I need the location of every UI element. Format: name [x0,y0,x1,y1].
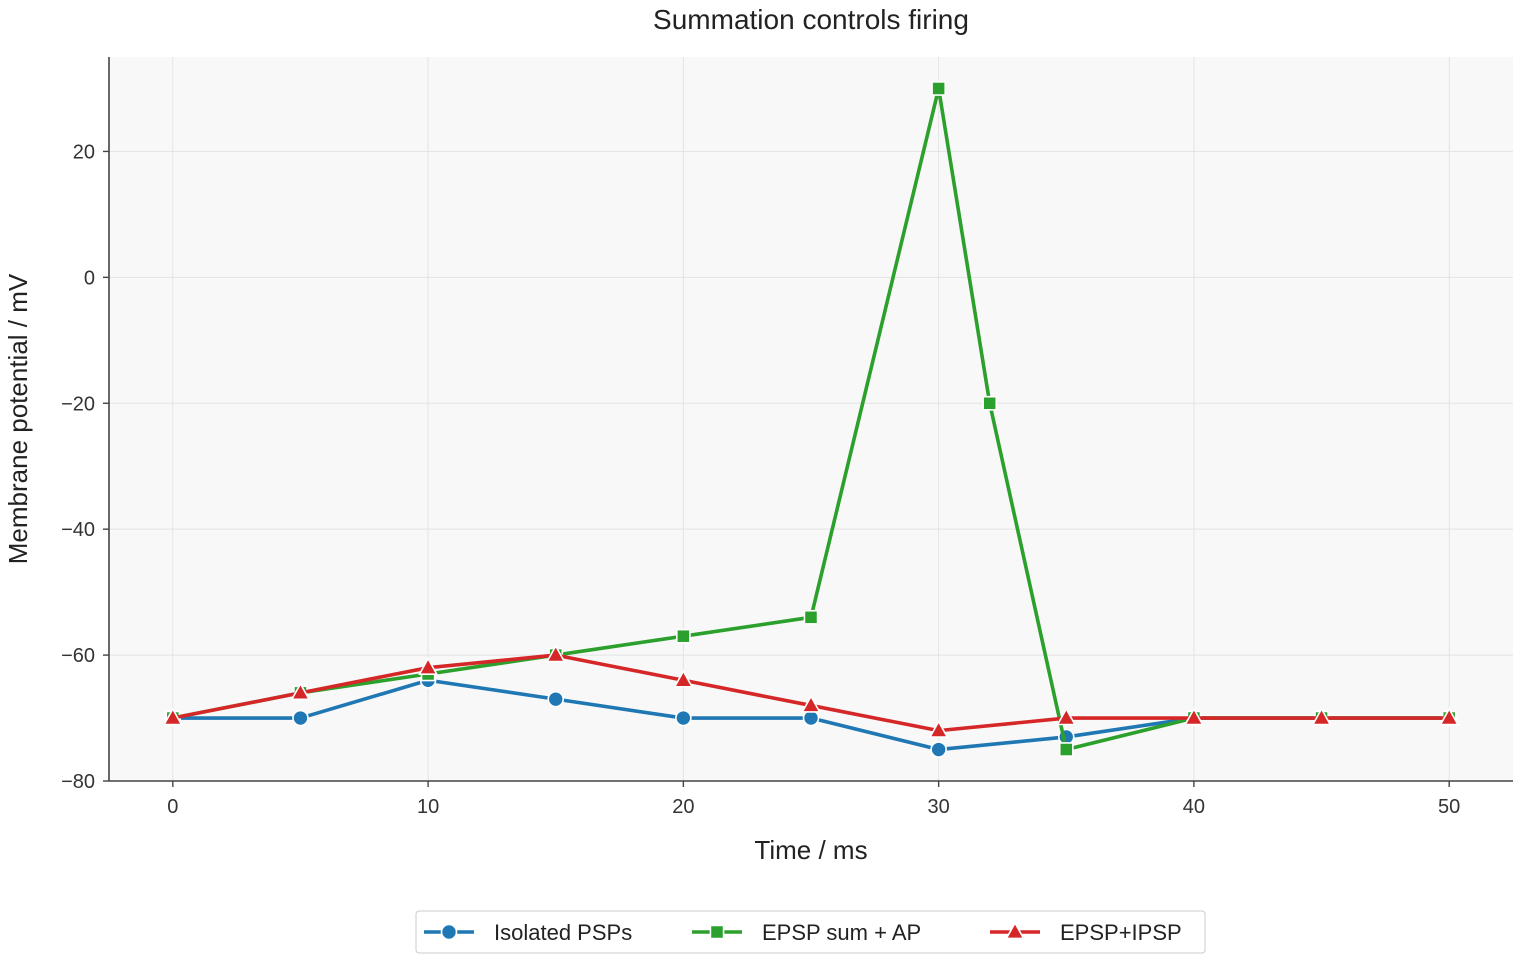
data-point [1311,707,1332,726]
legend-label: Isolated PSPs [494,920,632,945]
data-point [801,694,821,713]
legend-marker [1005,921,1025,940]
chart-title: Summation controls firing [653,4,969,35]
series-3 [162,644,1460,738]
x-tick-label: 50 [1438,796,1460,818]
data-point [928,719,949,738]
plot-area [109,57,1513,781]
x-tick-label: 10 [417,796,439,818]
legend-marker [709,924,725,940]
y-ticks: −80 −60 −40 −20 0 20 [61,141,109,793]
legend-entry: EPSP+IPSP [990,920,1182,945]
legend: Isolated PSPs EPSP sum + AP EPSP+IPSP [415,910,1206,954]
data-point [547,690,565,708]
axes [108,57,1513,782]
data-point [418,656,439,675]
data-point [1183,707,1204,726]
legend-label: EPSP sum + AP [762,920,921,945]
data-point [930,741,947,758]
x-axis-title: Time / ms [754,835,867,865]
data-point [803,609,819,625]
series-layer [162,81,1460,758]
legend-entry: EPSP sum + AP [692,920,921,945]
data-point [162,707,183,726]
y-tick-label: −20 [61,393,95,415]
data-point [290,682,311,701]
x-tick-label: 30 [928,796,950,818]
data-point [545,644,566,663]
data-point [802,709,820,727]
legend-entry: Isolated PSPs [424,920,632,945]
legend-label: EPSP+IPSP [1060,920,1182,945]
y-tick-label: −60 [61,645,95,667]
data-point [1439,707,1460,726]
data-point [675,709,692,727]
x-tick-label: 40 [1183,796,1205,818]
data-point [1056,707,1077,726]
y-tick-label: 0 [84,267,95,289]
y-tick-label: −80 [61,771,95,793]
data-point [292,709,309,727]
x-tick-label: 0 [167,796,178,818]
legend-marker [440,923,458,941]
data-point [982,395,998,411]
data-point [1058,742,1074,757]
y-tick-label: 20 [73,141,95,163]
legend-box [415,910,1206,954]
x-tick-label: 20 [672,796,694,818]
y-axis-title: Membrane potential / mV [3,273,33,564]
y-tick-label: −40 [61,519,95,541]
data-point [931,81,946,96]
x-ticks: 0 10 20 30 40 50 [167,781,1460,818]
data-point [673,669,694,688]
data-point [676,628,691,644]
